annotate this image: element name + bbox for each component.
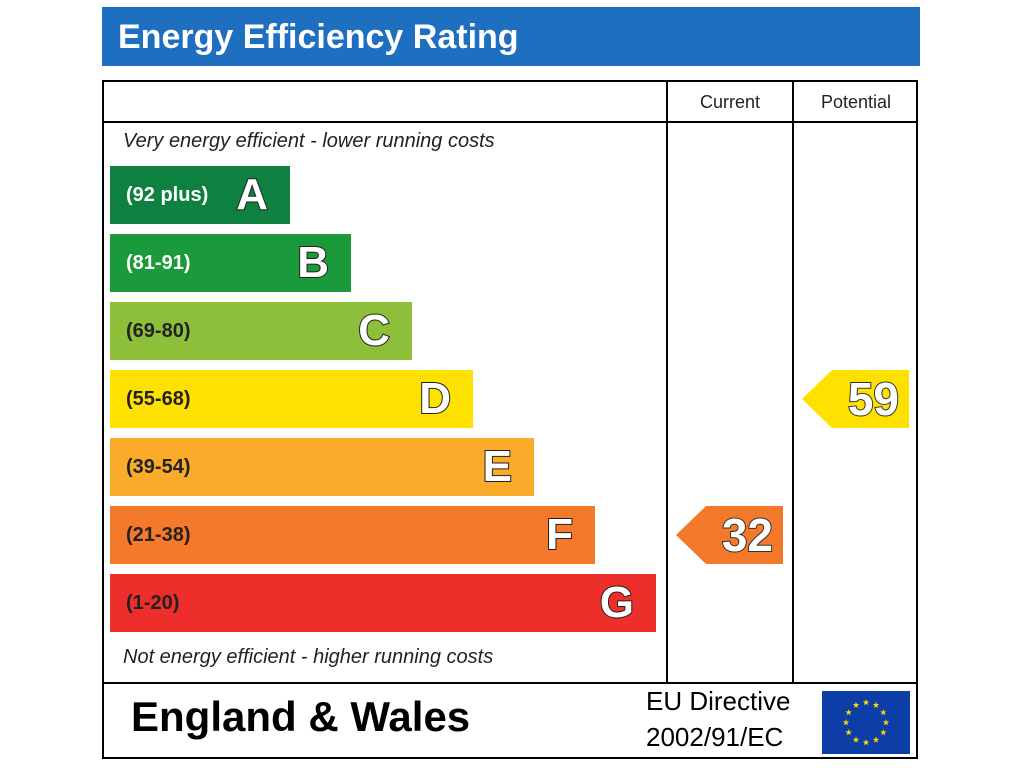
header-bar: Energy Efficiency Rating xyxy=(102,7,920,66)
band-c: (69-80) C xyxy=(110,302,412,360)
header-row-divider xyxy=(102,121,918,123)
band-letter-label: D xyxy=(418,373,452,424)
band-range-label: (81-91) xyxy=(126,252,191,274)
current-rating-value: 32 xyxy=(721,508,774,562)
footer-divider xyxy=(102,682,918,684)
band-d: (55-68) D xyxy=(110,370,473,428)
page-title: Energy Efficiency Rating xyxy=(118,18,519,56)
band-f: (21-38) F xyxy=(110,506,595,564)
divider-current xyxy=(666,80,668,684)
band-range-label: (39-54) xyxy=(126,456,191,478)
band-range-label: (69-80) xyxy=(126,320,191,342)
directive-line-2: 2002/91/EC xyxy=(646,722,784,752)
band-letter-label: A xyxy=(235,169,269,220)
band-b: (81-91) B xyxy=(110,234,351,292)
band-letter-label: E xyxy=(482,441,513,492)
band-letter-label: G xyxy=(599,577,635,628)
band-range-label: (21-38) xyxy=(126,524,191,546)
band-letter-label: B xyxy=(296,237,330,288)
band-e: (39-54) E xyxy=(110,438,534,496)
region-label: England & Wales xyxy=(131,693,471,740)
potential-rating-arrow: 59 xyxy=(802,370,909,428)
column-header-current: Current xyxy=(699,92,761,112)
directive-line-1: EU Directive xyxy=(646,686,791,716)
rating-frame xyxy=(102,80,918,759)
eu-flag-icon xyxy=(822,691,910,754)
potential-rating-value: 59 xyxy=(847,372,900,426)
divider-potential xyxy=(792,80,794,684)
band-range-label: (55-68) xyxy=(126,388,191,410)
band-letter-label: C xyxy=(357,305,391,356)
band-range-label: (92 plus) xyxy=(126,184,209,206)
band-range-label: (1-20) xyxy=(126,592,180,614)
column-header-potential: Potential xyxy=(820,92,892,112)
band-g: (1-20) G xyxy=(110,574,656,632)
note-inefficient: Not energy efficient - higher running co… xyxy=(123,646,494,668)
band-a: (92 plus) A xyxy=(110,166,290,224)
band-letter-label: F xyxy=(545,509,574,560)
current-rating-arrow: 32 xyxy=(676,506,783,564)
note-efficient: Very energy efficient - lower running co… xyxy=(123,130,495,152)
